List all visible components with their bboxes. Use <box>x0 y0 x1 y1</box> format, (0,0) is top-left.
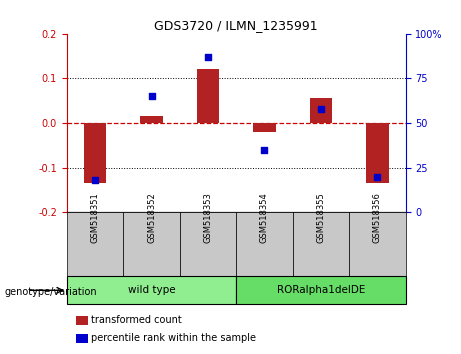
Text: GSM518356: GSM518356 <box>373 192 382 243</box>
Bar <box>253 123 276 132</box>
Bar <box>236 276 406 304</box>
Point <box>204 54 212 60</box>
Text: percentile rank within the sample: percentile rank within the sample <box>91 333 256 343</box>
Bar <box>84 123 106 183</box>
Bar <box>123 212 180 276</box>
Bar <box>197 69 219 123</box>
Text: GSM518353: GSM518353 <box>203 192 213 243</box>
Point <box>374 174 381 179</box>
Text: wild type: wild type <box>128 285 175 295</box>
Point <box>317 106 325 112</box>
Point <box>148 93 155 99</box>
Point <box>261 147 268 153</box>
Bar <box>349 212 406 276</box>
Bar <box>293 212 349 276</box>
Text: GSM518355: GSM518355 <box>316 192 325 243</box>
Bar <box>236 212 293 276</box>
Bar <box>67 212 123 276</box>
Bar <box>310 98 332 123</box>
Text: GSM518354: GSM518354 <box>260 192 269 243</box>
Bar <box>366 123 389 183</box>
Text: genotype/variation: genotype/variation <box>5 287 97 297</box>
Text: transformed count: transformed count <box>91 315 182 325</box>
Title: GDS3720 / ILMN_1235991: GDS3720 / ILMN_1235991 <box>154 19 318 33</box>
Bar <box>180 212 236 276</box>
Text: GSM518352: GSM518352 <box>147 192 156 243</box>
Text: GSM518351: GSM518351 <box>90 192 100 243</box>
Point <box>91 177 99 183</box>
Bar <box>67 276 236 304</box>
Text: RORalpha1delDE: RORalpha1delDE <box>277 285 365 295</box>
Bar <box>140 116 163 123</box>
